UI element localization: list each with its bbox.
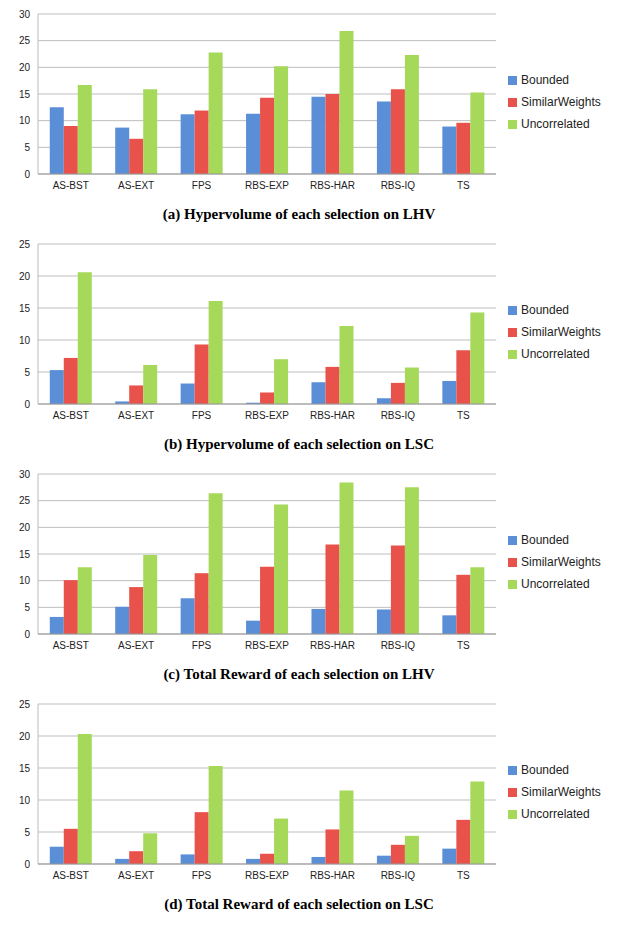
svg-text:RBS-EXP: RBS-EXP xyxy=(245,870,289,881)
svg-text:RBS-IQ: RBS-IQ xyxy=(381,640,416,651)
svg-text:20: 20 xyxy=(19,522,31,533)
svg-text:AS-BST: AS-BST xyxy=(53,180,89,191)
html-text:(a) Hypervolume of each select: (a) Hypervolume of each selection on LHV xyxy=(162,206,436,222)
svg-text:AS-EXT: AS-EXT xyxy=(118,180,154,191)
svg-text:15: 15 xyxy=(19,763,31,774)
svg-text:20: 20 xyxy=(19,271,31,282)
svg-text:10: 10 xyxy=(19,335,31,346)
svg-text:TS: TS xyxy=(457,870,470,881)
html-text:Bounded: Bounded xyxy=(521,73,569,87)
html-text:SimilarWeights: SimilarWeights xyxy=(521,325,601,339)
svg-text:RBS-IQ: RBS-IQ xyxy=(381,410,416,421)
svg-text:20: 20 xyxy=(19,62,31,73)
html-text:Bounded: Bounded xyxy=(521,533,569,547)
svg-text:RBS-EXP: RBS-EXP xyxy=(245,180,289,191)
html-text:Bounded: Bounded xyxy=(521,303,569,317)
svg-text:0: 0 xyxy=(24,629,30,640)
svg-text:RBS-HAR: RBS-HAR xyxy=(310,410,355,421)
svg-text:10: 10 xyxy=(19,795,31,806)
svg-text:15: 15 xyxy=(19,303,31,314)
svg-text:20: 20 xyxy=(19,731,31,742)
svg-text:AS-EXT: AS-EXT xyxy=(118,870,154,881)
svg-text:AS-BST: AS-BST xyxy=(53,640,89,651)
html-text:SimilarWeights: SimilarWeights xyxy=(521,95,601,109)
svg-text:5: 5 xyxy=(24,142,30,153)
svg-text:15: 15 xyxy=(19,549,31,560)
svg-text:10: 10 xyxy=(19,115,31,126)
svg-text:AS-EXT: AS-EXT xyxy=(118,640,154,651)
svg-text:TS: TS xyxy=(457,410,470,421)
svg-text:RBS-IQ: RBS-IQ xyxy=(381,180,416,191)
html-text:Uncorrelated: Uncorrelated xyxy=(521,577,590,591)
html-text:SimilarWeights: SimilarWeights xyxy=(521,785,601,799)
svg-text:AS-BST: AS-BST xyxy=(53,410,89,421)
svg-text:0: 0 xyxy=(24,169,30,180)
html-text:(b) Hypervolume of each select: (b) Hypervolume of each selection on LSC xyxy=(164,436,434,452)
svg-text:25: 25 xyxy=(19,495,31,506)
svg-text:AS-BST: AS-BST xyxy=(53,870,89,881)
svg-text:25: 25 xyxy=(19,35,31,46)
svg-text:30: 30 xyxy=(19,9,31,20)
svg-text:FPS: FPS xyxy=(192,410,212,421)
svg-text:FPS: FPS xyxy=(192,870,212,881)
svg-text:RBS-HAR: RBS-HAR xyxy=(310,640,355,651)
html-text:Uncorrelated: Uncorrelated xyxy=(521,117,590,131)
svg-text:10: 10 xyxy=(19,575,31,586)
svg-text:TS: TS xyxy=(457,640,470,651)
svg-text:30: 30 xyxy=(19,469,31,480)
svg-text:15: 15 xyxy=(19,89,31,100)
html-text:(c) Total Reward of each selec: (c) Total Reward of each selection on LH… xyxy=(163,666,435,682)
svg-text:0: 0 xyxy=(24,859,30,870)
html-text:SimilarWeights: SimilarWeights xyxy=(521,555,601,569)
svg-text:RBS-EXP: RBS-EXP xyxy=(245,640,289,651)
html-text:Uncorrelated: Uncorrelated xyxy=(521,807,590,821)
svg-text:RBS-HAR: RBS-HAR xyxy=(310,180,355,191)
html-text:(d) Total Reward of each selec: (d) Total Reward of each selection on LS… xyxy=(164,896,434,912)
svg-text:AS-EXT: AS-EXT xyxy=(118,410,154,421)
svg-text:RBS-IQ: RBS-IQ xyxy=(381,870,416,881)
svg-text:FPS: FPS xyxy=(192,640,212,651)
svg-text:25: 25 xyxy=(19,699,31,710)
svg-text:5: 5 xyxy=(24,602,30,613)
svg-text:RBS-EXP: RBS-EXP xyxy=(245,410,289,421)
svg-text:0: 0 xyxy=(24,399,30,410)
svg-text:TS: TS xyxy=(457,180,470,191)
svg-text:5: 5 xyxy=(24,367,30,378)
svg-text:5: 5 xyxy=(24,827,30,838)
svg-text:FPS: FPS xyxy=(192,180,212,191)
svg-text:RBS-HAR: RBS-HAR xyxy=(310,870,355,881)
html-text:Bounded: Bounded xyxy=(521,763,569,777)
svg-text:25: 25 xyxy=(19,239,31,250)
html-text:Uncorrelated: Uncorrelated xyxy=(521,347,590,361)
